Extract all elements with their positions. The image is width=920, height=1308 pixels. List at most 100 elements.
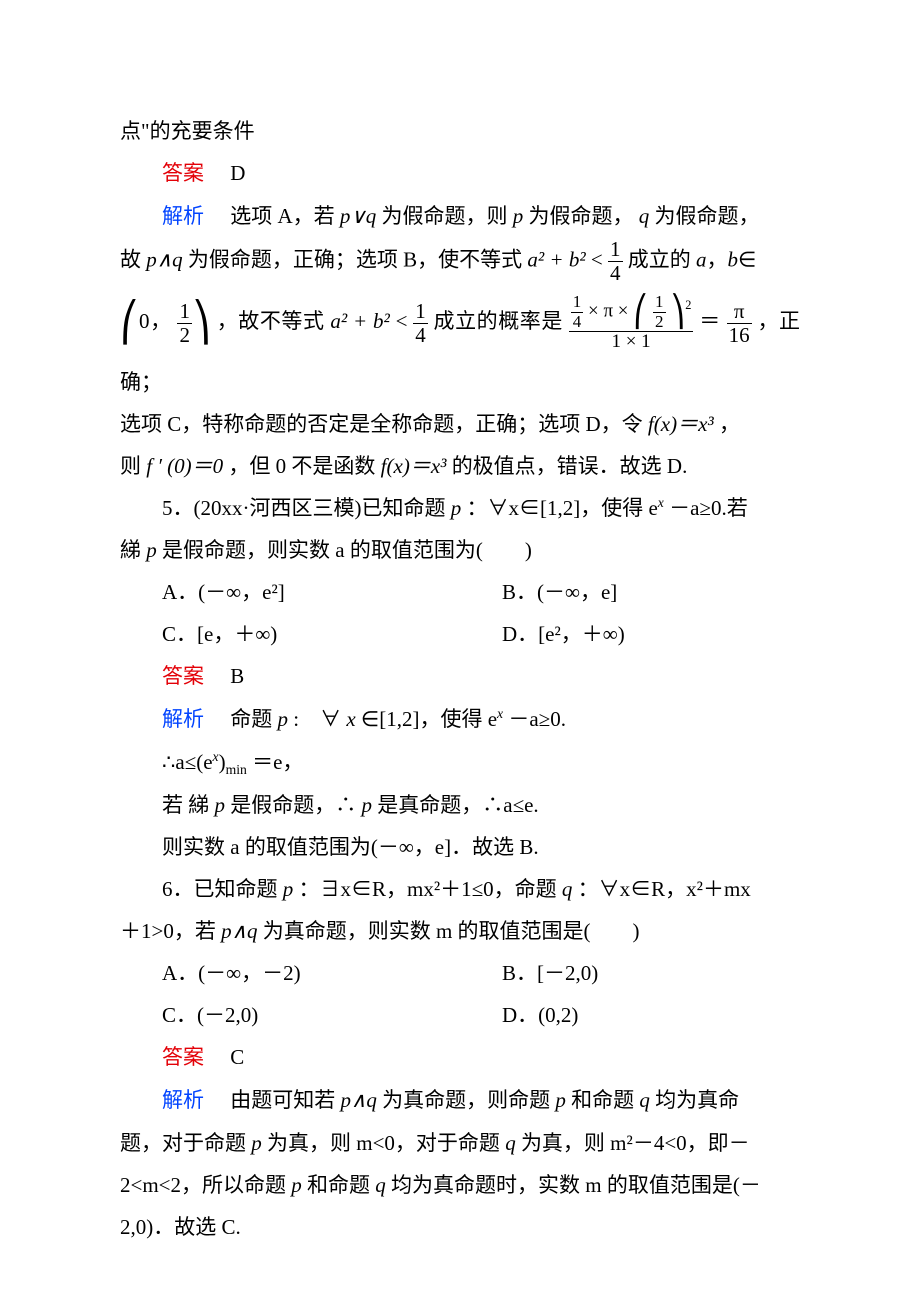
q5-stem-line2: 綈 p 是假命题，则实数 a 的取值范围为( ) <box>120 529 800 571</box>
frac-num: 1 <box>413 300 428 324</box>
frac-num: 14 × π × ⎛ 12 ⎞2 <box>569 293 694 332</box>
text: ：∃x∈R，mx²＋1≤0，命题 <box>299 877 562 901</box>
text: ∴a≤(e <box>162 750 213 774</box>
explain-label: 解析 <box>162 205 204 228</box>
q6-option-d: D．(0,2) <box>460 994 800 1036</box>
q6-answer-line: 答案 C <box>120 1036 800 1079</box>
math-x: x <box>346 707 355 731</box>
math-ineq: a² + b² <box>527 247 585 271</box>
paren-l: ⎛ <box>120 302 139 344</box>
answer-label: 答案 <box>162 665 204 688</box>
q5-answer-value: B <box>230 664 244 688</box>
text: 的极值点，错误．故选 D. <box>452 454 688 478</box>
q6-options: A．(－∞，－2) C．(－2,0) B．[－2,0) D．(0,2) <box>120 952 800 1036</box>
q6-option-c: C．(－2,0) <box>120 994 460 1036</box>
q4-answer-value: D <box>230 161 245 185</box>
text: 为假命题， <box>529 204 634 228</box>
q4-explain-line2: 故 p∧q 为假命题，正确；选项 B，使不等式 a² + b² < 1 4 成立… <box>120 238 800 285</box>
q4-explain-line5: 则 f ′ (0)＝0 ，但 0 不是函数 f(x)＝x³ 的极值点，错误．故选… <box>120 445 800 487</box>
q6-explain-line4: 2,0)．故选 C. <box>120 1206 800 1248</box>
q4-explain-line1: 解析 选项 A，若 p∨q 为假命题，则 p 为假命题， q 为假命题， <box>120 195 800 238</box>
text: 是真命题，∴a≤e. <box>377 793 538 817</box>
sup-x: x <box>497 706 503 721</box>
text: 选项 A，若 <box>230 204 340 228</box>
q6-stem-line1: 6．已知命题 p ：∃x∈R，mx²＋1≤0，命题 q ：∀x∈R，x²＋mx <box>120 868 800 910</box>
neg-symbol: 綈 <box>120 538 141 562</box>
q5-option-b: B．(－∞，e] <box>460 571 800 613</box>
frac-1-2: 1 2 <box>177 300 192 347</box>
frac-den: 4 <box>413 324 428 347</box>
q5-explain-line2: ∴a≤(ex)min ＝e， <box>120 741 800 784</box>
math-pandq: p∧q <box>146 247 182 271</box>
q6-answer-value: C <box>230 1045 244 1069</box>
text: : ∀ <box>293 707 341 731</box>
q5-explain-line3: 若 綈 p 是假命题，∴ p 是真命题，∴a≤e. <box>120 784 800 826</box>
answer-label: 答案 <box>162 1046 204 1069</box>
math-q: q <box>505 1131 516 1155</box>
text: 则 <box>120 454 146 478</box>
text: 成立的概率是 <box>434 309 563 333</box>
text: 由题可知若 <box>230 1088 340 1112</box>
q5-explain-line4: 则实数 a 的取值范围为(－∞，e]．故选 B. <box>120 826 800 868</box>
q6-stem-line2: ＋1>0，若 p∧q 为真命题，则实数 m 的取值范围是( ) <box>120 910 800 952</box>
text: 均为真命题时，实数 m 的取值范围是(－ <box>391 1173 761 1197</box>
math-a: a <box>696 247 707 271</box>
math-p: p <box>283 877 294 901</box>
frac-prob: 14 × π × ⎛ 12 ⎞2 1 × 1 <box>569 293 694 353</box>
frac-den: 1 × 1 <box>569 332 694 353</box>
q6-option-a: A．(－∞，－2) <box>120 952 460 994</box>
neg-symbol: 綈 <box>188 793 209 817</box>
q6-option-b: B．[－2,0) <box>460 952 800 994</box>
text: 为真命题，则命题 <box>382 1088 555 1112</box>
text: 为真，则 m²－4<0，即－ <box>521 1131 750 1155</box>
math-p: p <box>215 793 226 817</box>
text: 2<m<2，所以命题 <box>120 1173 291 1197</box>
q6-explain-line3: 2<m<2，所以命题 p 和命题 q 均为真命题时，实数 m 的取值范围是(－ <box>120 1164 800 1206</box>
math-p: p <box>291 1173 302 1197</box>
text: －a≥0.若 <box>669 496 748 520</box>
q4-answer-line: 答案 D <box>120 152 800 195</box>
sub-min: min <box>226 762 247 777</box>
text: ， <box>719 412 740 436</box>
text: 选项 C，特称命题的否定是全称命题，正确；选项 D，令 <box>120 412 648 436</box>
lt: < <box>396 309 408 333</box>
answer-label: 答案 <box>162 162 204 185</box>
text: ，故不等式 <box>217 309 331 333</box>
text: 题，对于命题 <box>120 1131 251 1155</box>
math-p: p <box>146 538 157 562</box>
explain-label: 解析 <box>162 708 204 731</box>
text: ) <box>219 750 226 774</box>
q4-explain-line4: 选项 C，特称命题的否定是全称命题，正确；选项 D，令 f(x)＝x³ ， <box>120 403 800 445</box>
math-b: b <box>728 247 739 271</box>
math-pandq: p∧q <box>221 919 257 943</box>
math-p: p <box>513 204 524 228</box>
math-p: p <box>555 1088 566 1112</box>
math-q: q <box>375 1173 386 1197</box>
text: 为假命题，正确；选项 B，使不等式 <box>188 247 528 271</box>
text: ∈[1,2]，使得 e <box>361 707 497 731</box>
frac-pi16: π 16 <box>727 300 752 347</box>
q6-explain-line1: 解析 由题可知若 p∧q 为真命题，则命题 p 和命题 q 均为真命 <box>120 1079 800 1122</box>
text: 均为真命 <box>655 1088 739 1112</box>
math-p: p <box>278 707 289 731</box>
q4-explain-line3: ⎛0， 1 2 ⎞ ，故不等式 a² + b² < 1 4 成立的概率是 14 … <box>120 285 800 403</box>
math-p: p <box>451 496 462 520</box>
frac-1-4b: 1 4 <box>413 300 428 347</box>
explain-label: 解析 <box>162 1089 204 1112</box>
q5-explain-line1: 解析 命题 p : ∀ x ∈[1,2]，使得 ex －a≥0. <box>120 698 800 741</box>
sup-x: x <box>658 495 664 510</box>
math-p: p <box>362 793 373 817</box>
text: 为假命题，则 <box>382 204 513 228</box>
math-pvq: p∨q <box>340 204 376 228</box>
q4-tail-line: 点"的充要条件 <box>120 110 800 152</box>
q5-answer-line: 答案 B <box>120 655 800 698</box>
text: ＋1>0，若 <box>120 919 221 943</box>
math-q: q <box>639 204 650 228</box>
math-fx: f(x)＝x³ <box>648 412 714 436</box>
paren-r: ⎞ <box>192 302 211 344</box>
math-fx: f(x)＝x³ <box>381 454 447 478</box>
q5-stem-line1: 5．(20xx·河西区三模)已知命题 p ：∀x∈[1,2]，使得 ex －a≥… <box>120 487 800 529</box>
text: －a≥0. <box>508 707 566 731</box>
q6-explain-line2: 题，对于命题 p 为真，则 m<0，对于命题 q 为真，则 m²－4<0，即－ <box>120 1122 800 1164</box>
math-fprime: f ′ (0)＝0 <box>146 454 223 478</box>
